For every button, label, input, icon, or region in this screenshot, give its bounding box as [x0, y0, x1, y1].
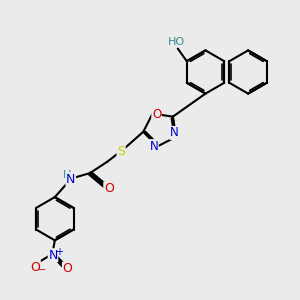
Text: S: S: [117, 145, 125, 158]
Text: HO: HO: [168, 37, 185, 47]
Text: O: O: [152, 109, 161, 122]
Text: O: O: [104, 182, 114, 195]
Text: O: O: [30, 260, 40, 274]
Text: −: −: [38, 265, 46, 275]
Text: O: O: [62, 262, 72, 275]
Text: H: H: [63, 170, 71, 180]
Text: N: N: [149, 140, 158, 153]
Text: N: N: [66, 172, 75, 186]
Text: N: N: [48, 249, 58, 262]
Text: N: N: [170, 127, 179, 140]
Text: +: +: [55, 247, 63, 257]
